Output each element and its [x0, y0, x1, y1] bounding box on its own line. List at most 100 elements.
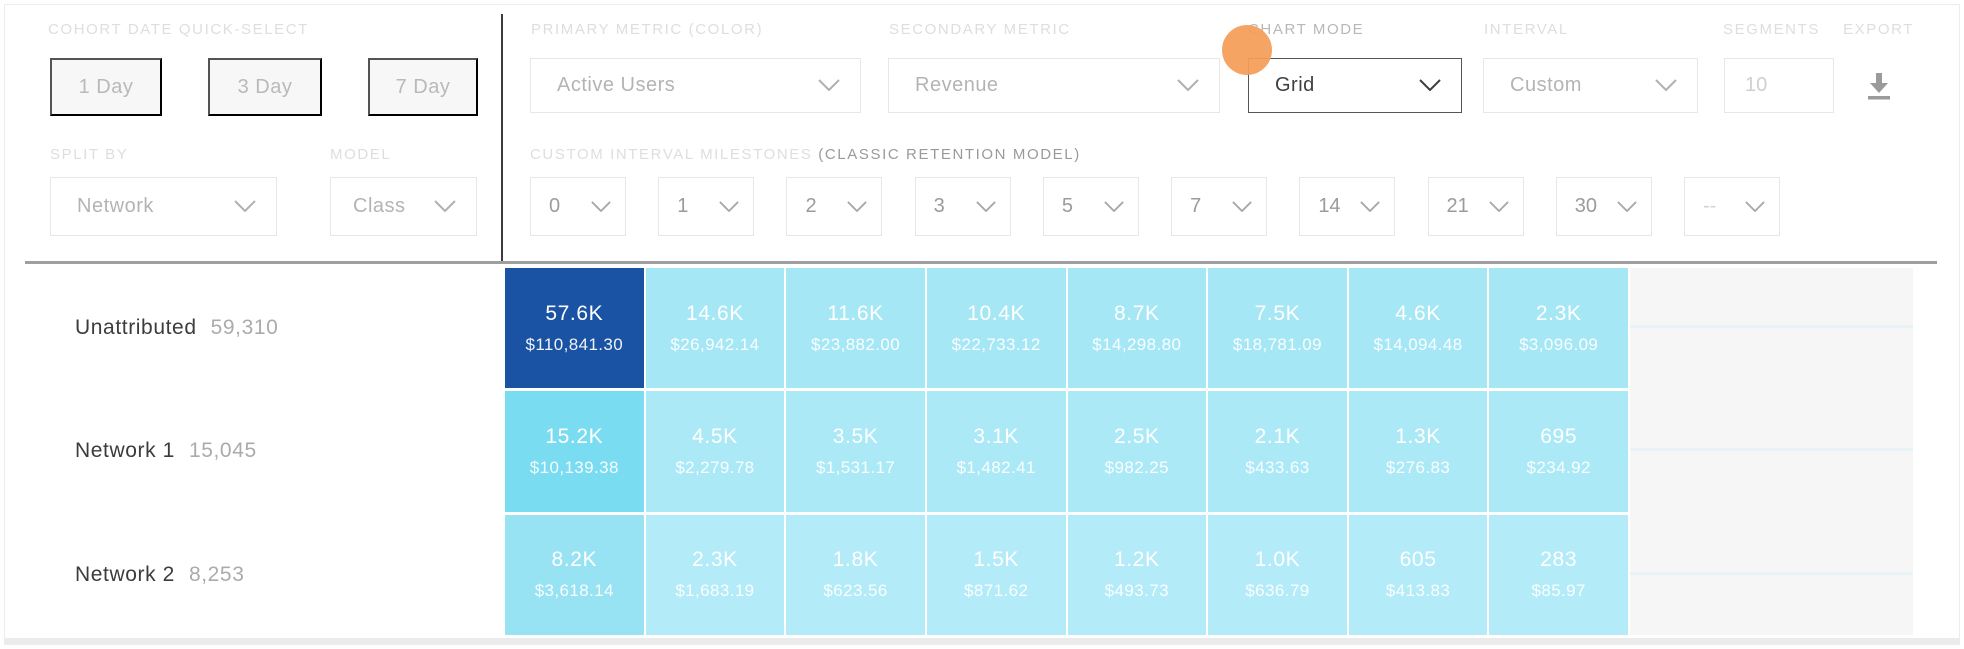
chevron-down-icon: [1177, 74, 1199, 97]
cell-secondary-value: $85.97: [1531, 581, 1586, 601]
chart-mode-value: Grid: [1275, 74, 1315, 96]
milestone-select-5[interactable]: 7: [1171, 177, 1268, 236]
milestone-value: 14: [1318, 195, 1341, 217]
milestone-select-4[interactable]: 5: [1042, 177, 1139, 236]
cohort-size: 8,253: [188, 562, 245, 586]
grid-cell-r1c2[interactable]: 3.5K $1,531.17: [786, 391, 925, 512]
quick-select-1day-button[interactable]: 1 Day: [50, 58, 162, 116]
grid-cell-r1c7[interactable]: 695 $234.92: [1489, 391, 1628, 512]
cell-primary-value: 605: [1399, 548, 1437, 572]
milestone-value: 7: [1190, 195, 1202, 217]
milestone-value: 2: [805, 195, 817, 217]
cell-primary-value: 1.8K: [832, 548, 879, 572]
primary-metric-select[interactable]: Active Users: [530, 58, 861, 113]
cohort-name: Network 1: [75, 439, 175, 463]
cell-secondary-value: $636.79: [1245, 581, 1310, 601]
cell-primary-value: 283: [1540, 548, 1578, 572]
primary-metric-label: PRIMARY METRIC (COLOR): [531, 21, 764, 38]
grid-cell-r1c4[interactable]: 2.5K $982.25: [1067, 391, 1207, 512]
cell-primary-value: 3.1K: [973, 424, 1019, 448]
cell-primary-value: 57.6K: [545, 301, 604, 325]
milestone-select-9[interactable]: --: [1683, 177, 1780, 236]
grid-cell-r0c4[interactable]: 8.7K $14,298.80: [1067, 268, 1207, 389]
split-by-select[interactable]: Network: [50, 177, 277, 236]
grid-cell-r2c3[interactable]: 1.5K $871.62: [926, 514, 1066, 635]
download-icon: [1866, 72, 1892, 103]
cell-secondary-value: $22,733.12: [951, 334, 1041, 354]
split-by-label: SPLIT BY: [50, 146, 129, 163]
grid-cell-r0c3[interactable]: 10.4K $22,733.12: [926, 268, 1066, 389]
chevron-down-icon: [1360, 195, 1381, 218]
cell-secondary-value: $871.62: [964, 581, 1029, 601]
segments-input[interactable]: [1724, 58, 1834, 113]
cell-primary-value: 11.6K: [827, 301, 884, 325]
grid-cell-r1c0[interactable]: 15.2K $10,139.38: [505, 391, 644, 512]
model-label: MODEL: [330, 146, 392, 163]
grid-cell-r1c1[interactable]: 4.5K $2,279.78: [645, 391, 785, 512]
interval-select[interactable]: Custom: [1483, 58, 1698, 113]
chevron-down-icon: [719, 195, 739, 218]
milestone-value: --: [1702, 195, 1717, 217]
grid-cell-r2c5[interactable]: 1.0K $636.79: [1208, 514, 1347, 635]
grid-cell-r0c6[interactable]: 4.6K $14,094.48: [1348, 268, 1488, 389]
bottom-scrollbar-track[interactable]: [5, 638, 1959, 644]
cell-secondary-value: $14,094.48: [1373, 334, 1463, 354]
cohort-size: 59,310: [210, 316, 279, 340]
grid-cell-r0c0[interactable]: 57.6K $110,841.30: [505, 268, 644, 389]
cell-primary-value: 1.5K: [973, 548, 1019, 572]
grid-cell-r2c4[interactable]: 1.2K $493.73: [1067, 514, 1207, 635]
grid-cell-r2c7[interactable]: 283 $85.97: [1489, 514, 1628, 635]
export-download-button[interactable]: [1856, 66, 1902, 108]
grid-cell-r2c2[interactable]: 1.8K $623.56: [786, 514, 925, 635]
grid-cell-r1c6[interactable]: 1.3K $276.83: [1348, 391, 1488, 512]
milestone-select-0[interactable]: 0: [530, 177, 626, 236]
primary-metric-value: Active Users: [557, 74, 676, 96]
grid-cell-r0c7[interactable]: 2.3K $3,096.09: [1489, 268, 1628, 389]
cell-secondary-value: $1,531.17: [815, 457, 896, 477]
segments-label: SEGMENTS: [1723, 21, 1820, 38]
model-select[interactable]: Class: [330, 177, 477, 236]
chart-mode-select[interactable]: Grid: [1248, 58, 1462, 113]
milestone-select-1[interactable]: 1: [658, 177, 755, 236]
cell-primary-value: 15.2K: [545, 424, 604, 448]
milestone-select-2[interactable]: 2: [786, 177, 883, 236]
grid-cell-r2c1[interactable]: 2.3K $1,683.19: [645, 514, 785, 635]
milestone-select-7[interactable]: 21: [1427, 177, 1524, 236]
interval-label: INTERVAL: [1484, 21, 1569, 38]
cell-primary-value: 7.5K: [1254, 301, 1301, 325]
toolbar-grid-divider: [25, 261, 1937, 264]
grid-cell-r0c2[interactable]: 11.6K $23,882.00: [786, 268, 925, 389]
cell-secondary-value: $10,139.38: [529, 457, 619, 477]
cell-secondary-value: $413.83: [1385, 581, 1451, 601]
milestone-selects-row: 0 1 2 3 5 7 14 21 30 --: [530, 177, 1780, 236]
toolbar-vertical-divider: [501, 14, 503, 262]
chevron-down-icon: [847, 195, 868, 218]
milestone-select-3[interactable]: 3: [914, 177, 1011, 236]
cohort-name: Unattributed: [75, 316, 197, 340]
cell-secondary-value: $23,882.00: [811, 334, 901, 354]
quick-select-7day-button[interactable]: 7 Day: [368, 58, 478, 116]
grid-cell-r0c1[interactable]: 14.6K $26,942.14: [645, 268, 785, 389]
grid-cell-r2c6[interactable]: 605 $413.83: [1348, 514, 1488, 635]
cohort-row-label-unattributed: Unattributed 59,310: [0, 268, 503, 388]
grid-cell-r1c3[interactable]: 3.1K $1,482.41: [926, 391, 1066, 512]
grid-empty-separator: [1630, 448, 1913, 451]
milestone-select-8[interactable]: 30: [1555, 177, 1652, 236]
cell-secondary-value: $1,683.19: [675, 581, 755, 601]
secondary-metric-select[interactable]: Revenue: [888, 58, 1220, 113]
chevron-down-icon: [1232, 195, 1252, 218]
cell-secondary-value: $18,781.09: [1232, 334, 1322, 354]
grid-cell-r1c5[interactable]: 2.1K $433.63: [1208, 391, 1347, 512]
cell-primary-value: 8.2K: [551, 548, 598, 572]
cell-secondary-value: $982.25: [1104, 457, 1169, 477]
cell-primary-value: 2.3K: [692, 548, 738, 572]
quick-select-3day-button[interactable]: 3 Day: [208, 58, 322, 116]
cohort-heat-grid: 57.6K $110,841.30 14.6K $26,942.14 11.6K $2…: [505, 268, 1628, 635]
grid-cell-r2c0[interactable]: 8.2K $3,618.14: [505, 514, 644, 635]
milestone-select-6[interactable]: 14: [1299, 177, 1396, 236]
milestone-value: 3: [933, 195, 945, 217]
milestone-value: 1: [677, 195, 689, 217]
milestone-value: 21: [1446, 195, 1469, 217]
chevron-down-icon: [1617, 195, 1637, 218]
grid-cell-r0c5[interactable]: 7.5K $18,781.09: [1208, 268, 1347, 389]
